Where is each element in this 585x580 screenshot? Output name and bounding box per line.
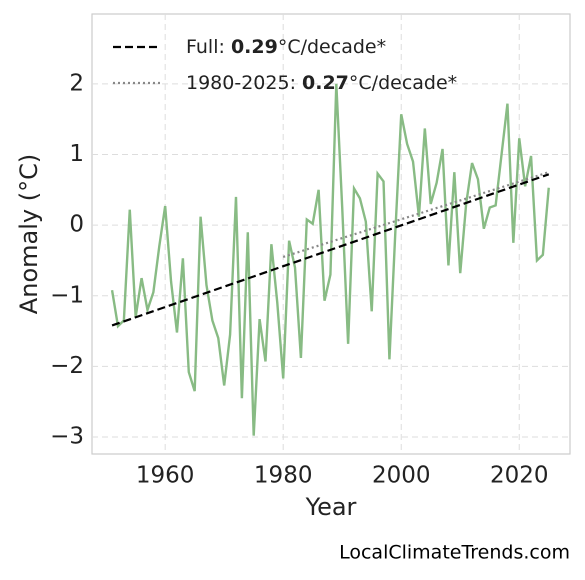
- x-tick-label: 1960: [136, 463, 195, 489]
- y-tick-label: −3: [50, 424, 84, 450]
- y-axis-label: Anomaly (°C): [15, 154, 43, 314]
- x-tick-label: 2000: [372, 463, 431, 489]
- legend-label: Full: 0.29°C/decade*: [186, 36, 386, 58]
- trend-line: [111, 173, 550, 327]
- trend-line: [282, 171, 550, 259]
- legend-text: °C/decade*: [278, 36, 386, 58]
- legend-text: °C/decade*: [349, 72, 457, 94]
- y-tick-label: 1: [69, 141, 84, 167]
- legend-label: 1980-2025: 0.27°C/decade*: [186, 72, 457, 94]
- legend-text: Full:: [186, 36, 231, 58]
- x-axis-label: Year: [305, 493, 357, 521]
- x-tick-label: 2020: [490, 463, 549, 489]
- legend-text: 0.29: [231, 36, 278, 58]
- legend-text: 0.27: [302, 72, 349, 94]
- y-tick-label: −2: [50, 353, 84, 379]
- y-tick-label: −1: [50, 282, 84, 308]
- y-tick-label: 0: [69, 212, 84, 238]
- watermark: LocalClimateTrends.com: [339, 542, 570, 564]
- legend-text: 1980-2025:: [186, 72, 302, 94]
- x-tick-label: 1980: [254, 463, 313, 489]
- y-tick-label: 2: [69, 70, 84, 96]
- data-line: [110, 83, 550, 436]
